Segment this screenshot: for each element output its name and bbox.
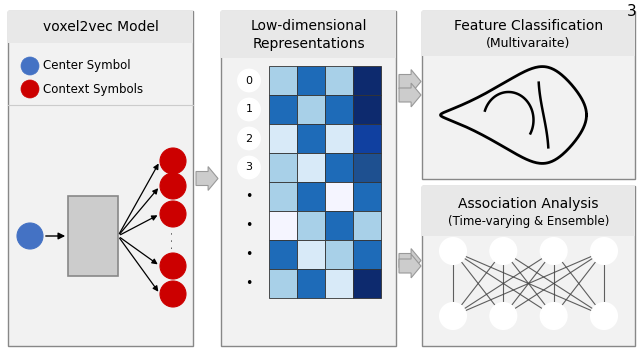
Circle shape: [490, 238, 516, 264]
Text: voxel2vec Model: voxel2vec Model: [43, 20, 159, 34]
Circle shape: [238, 127, 260, 150]
Text: •: •: [245, 248, 253, 261]
FancyBboxPatch shape: [353, 269, 381, 298]
FancyBboxPatch shape: [221, 11, 396, 346]
FancyBboxPatch shape: [353, 211, 381, 240]
FancyBboxPatch shape: [325, 95, 353, 124]
Text: 2: 2: [245, 134, 253, 143]
Polygon shape: [196, 167, 218, 190]
Polygon shape: [399, 254, 421, 278]
Circle shape: [17, 223, 43, 249]
FancyBboxPatch shape: [325, 124, 353, 153]
FancyBboxPatch shape: [297, 95, 325, 124]
Text: Low-dimensional
Representations: Low-dimensional Representations: [250, 19, 367, 51]
Circle shape: [440, 303, 466, 329]
FancyBboxPatch shape: [8, 11, 193, 43]
Circle shape: [238, 99, 260, 120]
FancyBboxPatch shape: [297, 124, 325, 153]
Polygon shape: [399, 83, 421, 107]
FancyBboxPatch shape: [325, 182, 353, 211]
Text: (Multivaraite): (Multivaraite): [486, 37, 571, 51]
FancyBboxPatch shape: [269, 211, 297, 240]
FancyBboxPatch shape: [325, 240, 353, 269]
FancyBboxPatch shape: [353, 95, 381, 124]
Text: 3: 3: [246, 162, 253, 173]
Circle shape: [238, 157, 260, 178]
FancyBboxPatch shape: [325, 153, 353, 182]
Circle shape: [591, 303, 617, 329]
FancyBboxPatch shape: [353, 240, 381, 269]
Circle shape: [541, 238, 566, 264]
Circle shape: [490, 303, 516, 329]
Circle shape: [440, 238, 466, 264]
FancyBboxPatch shape: [297, 240, 325, 269]
Text: Feature Classification: Feature Classification: [454, 19, 603, 33]
FancyBboxPatch shape: [269, 124, 297, 153]
Circle shape: [160, 173, 186, 199]
FancyBboxPatch shape: [422, 186, 635, 346]
Text: •: •: [245, 277, 253, 290]
Circle shape: [160, 201, 186, 227]
Circle shape: [160, 148, 186, 174]
FancyBboxPatch shape: [269, 182, 297, 211]
FancyBboxPatch shape: [422, 11, 635, 179]
FancyBboxPatch shape: [297, 153, 325, 182]
Text: · · ·: · · ·: [168, 231, 178, 249]
FancyBboxPatch shape: [269, 95, 297, 124]
FancyBboxPatch shape: [422, 11, 635, 56]
FancyBboxPatch shape: [68, 196, 118, 276]
Text: •: •: [245, 219, 253, 232]
FancyBboxPatch shape: [269, 269, 297, 298]
Circle shape: [21, 57, 39, 75]
Text: 1: 1: [246, 104, 253, 115]
FancyBboxPatch shape: [325, 211, 353, 240]
Polygon shape: [399, 249, 421, 272]
FancyBboxPatch shape: [297, 66, 325, 95]
Text: 0: 0: [246, 75, 253, 86]
Circle shape: [21, 80, 39, 98]
Polygon shape: [399, 70, 421, 94]
Circle shape: [160, 253, 186, 279]
FancyBboxPatch shape: [353, 66, 381, 95]
Text: (Time-varying & Ensemble): (Time-varying & Ensemble): [448, 215, 609, 229]
FancyBboxPatch shape: [297, 211, 325, 240]
FancyBboxPatch shape: [325, 66, 353, 95]
FancyBboxPatch shape: [353, 124, 381, 153]
FancyBboxPatch shape: [269, 240, 297, 269]
FancyBboxPatch shape: [325, 269, 353, 298]
Text: 3: 3: [627, 4, 637, 19]
Circle shape: [541, 303, 566, 329]
FancyBboxPatch shape: [353, 182, 381, 211]
FancyBboxPatch shape: [269, 66, 297, 95]
FancyBboxPatch shape: [297, 269, 325, 298]
Text: •: •: [245, 190, 253, 203]
FancyBboxPatch shape: [269, 153, 297, 182]
Text: Context Symbols: Context Symbols: [43, 83, 143, 95]
Circle shape: [160, 281, 186, 307]
FancyBboxPatch shape: [221, 11, 396, 58]
Circle shape: [591, 238, 617, 264]
Text: Association Analysis: Association Analysis: [458, 197, 599, 211]
FancyBboxPatch shape: [297, 182, 325, 211]
FancyBboxPatch shape: [422, 186, 635, 236]
FancyBboxPatch shape: [353, 153, 381, 182]
Circle shape: [238, 70, 260, 91]
Text: Center Symbol: Center Symbol: [43, 59, 131, 72]
FancyBboxPatch shape: [8, 11, 193, 346]
